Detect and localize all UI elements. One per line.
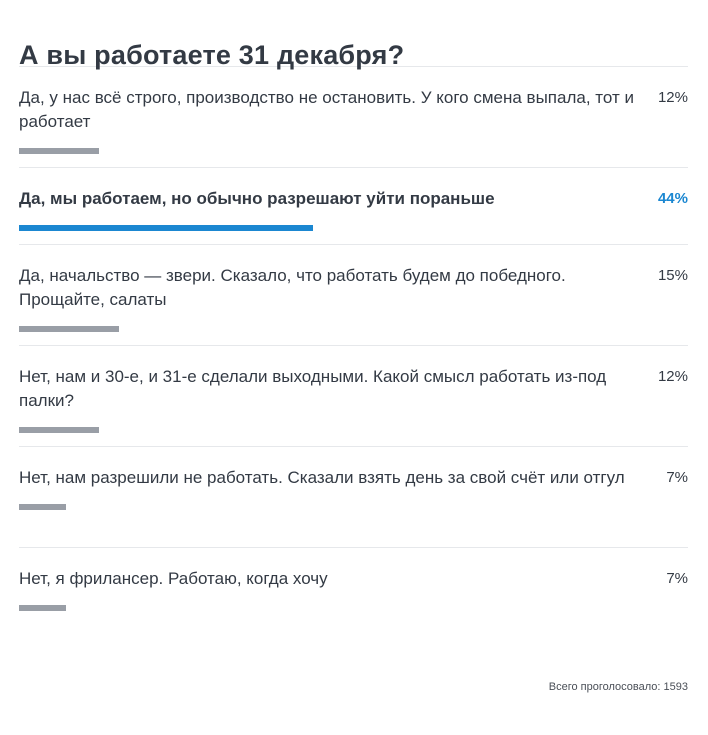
poll-option-bar (19, 326, 120, 332)
poll-title: А вы работаете 31 декабря? (19, 40, 405, 70)
poll-options: Да, у нас всё строго, производство не ос… (19, 66, 688, 625)
poll-option-row: Да, начальство — звери. Сказало, что раб… (19, 264, 688, 312)
poll-option-bar-track (19, 605, 688, 611)
poll-option-percent: 12% (657, 89, 688, 106)
poll-option-bar (19, 148, 100, 154)
poll-option-row: Нет, я фрилансер. Работаю, когда хочу 7% (19, 567, 688, 591)
poll-option-percent: 7% (666, 469, 688, 486)
poll-option-row: Нет, нам и 30-е, и 31-е сделали выходным… (19, 365, 688, 413)
poll-option-bar-track (19, 427, 688, 433)
poll-option-bar (19, 504, 66, 510)
poll-option-bar (19, 605, 66, 611)
poll-option-bar-track (19, 148, 688, 154)
poll-option-label: Да, у нас всё строго, производство не ос… (19, 88, 634, 131)
poll-option[interactable]: Нет, нам разрешили не работать. Сказали … (19, 447, 688, 548)
poll-option-bar (19, 225, 314, 231)
poll-option-row: Нет, нам разрешили не работать. Сказали … (19, 466, 688, 490)
poll-option[interactable]: Нет, нам и 30-е, и 31-е сделали выходным… (19, 346, 688, 447)
poll-option[interactable]: Да, начальство — звери. Сказало, что раб… (19, 245, 688, 346)
poll-option-percent: 7% (666, 570, 688, 587)
total-votes: Всего проголосовало: 1593 (548, 681, 688, 693)
poll-option-label: Да, начальство — звери. Сказало, что раб… (19, 266, 566, 309)
poll-option[interactable]: Нет, я фрилансер. Работаю, когда хочу 7% (19, 548, 688, 625)
poll-option-bar (19, 427, 100, 433)
poll-option-label: Нет, нам разрешили не работать. Сказали … (19, 468, 625, 487)
poll-option[interactable]: Да, у нас всё строго, производство не ос… (19, 67, 688, 168)
poll-option-label: Да, мы работаем, но обычно разрешают уйт… (19, 189, 495, 208)
poll-option-label: Нет, нам и 30-е, и 31-е сделали выходным… (19, 367, 607, 410)
poll-option-label: Нет, я фрилансер. Работаю, когда хочу (19, 569, 328, 588)
poll-option-percent: 15% (657, 267, 688, 284)
poll-option-row: Да, у нас всё строго, производство не ос… (19, 86, 688, 134)
poll-option-percent: 44% (657, 190, 688, 207)
poll-option-bar-track (19, 504, 688, 510)
poll-option[interactable]: Да, мы работаем, но обычно разрешают уйт… (19, 168, 688, 245)
poll-option-row: Да, мы работаем, но обычно разрешают уйт… (19, 187, 688, 211)
poll-option-percent: 12% (657, 368, 688, 385)
poll-option-bar-track (19, 326, 688, 332)
poll-option-bar-track (19, 225, 688, 231)
